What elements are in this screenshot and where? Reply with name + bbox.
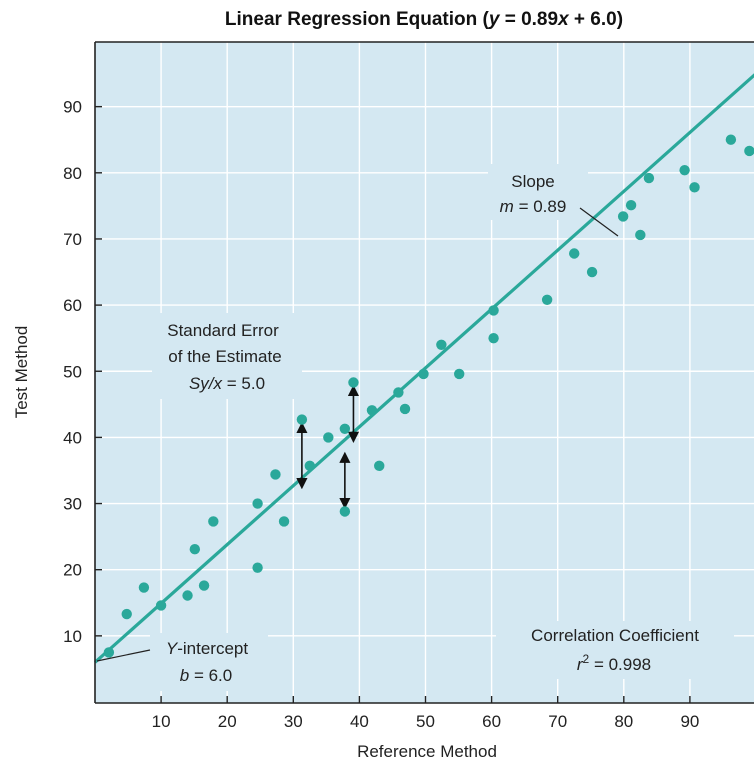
data-point	[208, 516, 219, 527]
axis-ticks	[95, 105, 691, 703]
data-point	[393, 387, 404, 398]
x-tick-label: 30	[284, 712, 303, 731]
slope-leader	[579, 207, 619, 237]
y-tick-label: 60	[63, 296, 82, 315]
data-point	[374, 460, 385, 472]
data-point	[121, 608, 132, 620]
data-points	[103, 134, 754, 658]
data-point	[744, 145, 754, 157]
data-point	[348, 377, 359, 388]
y-tick-label: 50	[63, 362, 82, 381]
y-tick-label: 40	[63, 428, 82, 447]
y-tick-label: 80	[63, 164, 82, 183]
intercept-title: Y-intercept	[166, 639, 248, 658]
se-label-bg	[152, 313, 302, 399]
x-tick-labels: 10 20 30 40 50 60 70 80 90	[152, 712, 700, 731]
y-tick-label: 10	[63, 627, 82, 646]
data-point	[454, 368, 465, 380]
slope-value: m = 0.89	[500, 197, 567, 216]
x-tick-label: 90	[680, 712, 699, 731]
y-tick-labels: 10 20 30 40 50 60 70 80 90	[63, 98, 82, 646]
data-point	[252, 498, 263, 509]
data-point	[569, 248, 580, 259]
cc-label-bg	[496, 621, 734, 679]
data-point	[138, 582, 150, 593]
x-tick-label: 50	[416, 712, 435, 731]
data-point	[323, 432, 334, 443]
se-value: Sy/x = 5.0	[189, 374, 265, 393]
slope-title: Slope	[511, 172, 554, 191]
data-point	[418, 368, 429, 380]
intercept-value: b = 6.0	[180, 666, 232, 685]
data-point	[643, 172, 655, 184]
data-point	[366, 405, 378, 416]
data-point	[488, 305, 499, 316]
x-tick-label: 80	[614, 712, 633, 731]
regression-line	[93, 73, 754, 664]
data-point	[625, 200, 637, 211]
y-tick-label: 70	[63, 230, 82, 249]
data-point	[103, 647, 115, 658]
chart-title: Linear Regression Equation (y = 0.89x + …	[225, 9, 623, 30]
data-point	[198, 580, 210, 591]
y-tick-label: 30	[63, 495, 82, 514]
x-axis-label: Reference Method	[357, 742, 497, 761]
x-tick-label: 70	[548, 712, 567, 731]
data-point	[488, 332, 499, 344]
y-tick-label: 20	[63, 561, 82, 580]
standard-error-arrows	[296, 384, 360, 510]
x-tick-label: 20	[218, 712, 237, 731]
data-point	[304, 460, 316, 472]
data-point	[617, 211, 629, 222]
data-point	[182, 590, 193, 601]
intercept-leader	[96, 649, 151, 662]
y-axis-label: Test Method	[12, 326, 31, 419]
data-point	[679, 164, 690, 176]
data-point	[436, 339, 447, 350]
data-point	[296, 414, 308, 425]
data-point	[689, 182, 700, 193]
data-point	[339, 506, 351, 517]
data-point	[155, 600, 167, 611]
slope-label-bg	[488, 164, 588, 220]
se-line-1: Standard Error	[167, 321, 279, 340]
se-line-2: of the Estimate	[168, 347, 281, 366]
x-tick-label: 10	[152, 712, 171, 731]
data-point	[252, 562, 263, 573]
data-point	[635, 229, 646, 241]
data-point	[270, 469, 281, 480]
x-tick-label: 40	[350, 712, 369, 731]
data-point	[278, 516, 290, 527]
data-point	[541, 294, 553, 306]
data-point	[399, 403, 411, 415]
x-tick-label: 60	[482, 712, 501, 731]
data-point	[586, 266, 598, 278]
cc-title: Correlation Coefficient	[531, 626, 699, 645]
cc-value: r2 = 0.998	[577, 652, 651, 674]
data-point	[339, 423, 351, 435]
intercept-label-bg	[150, 633, 268, 691]
data-point	[725, 134, 737, 145]
data-point	[189, 543, 201, 555]
y-tick-label: 90	[63, 98, 82, 117]
